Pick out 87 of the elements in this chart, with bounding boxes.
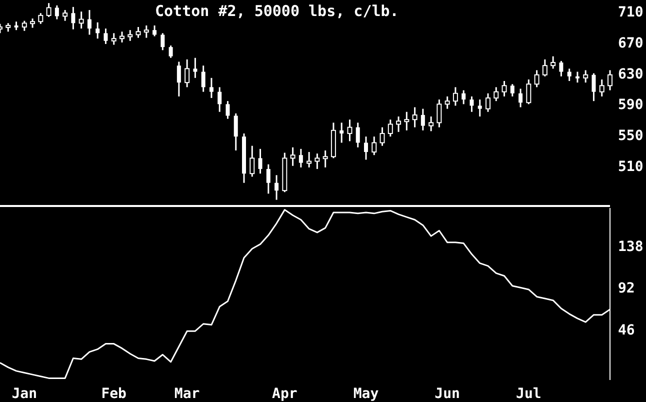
candlestick (30, 18, 36, 29)
x-tick-label: Jun (434, 386, 460, 402)
candlestick (62, 9, 68, 22)
x-tick-label: Jul (516, 386, 542, 402)
candlestick (526, 78, 532, 105)
x-tick-label: Feb (101, 386, 127, 402)
candlestick (608, 69, 612, 92)
candlestick (470, 96, 474, 113)
y-tick-label: 630 (618, 66, 644, 82)
candlestick (218, 86, 222, 113)
candlestick (436, 98, 442, 128)
candlestick (364, 136, 368, 160)
candlestick (209, 77, 214, 99)
candlestick (226, 100, 230, 120)
candlestick (583, 69, 588, 84)
candlestick (462, 90, 466, 105)
candlestick (314, 152, 320, 170)
candlestick (567, 68, 572, 82)
candlestick (347, 118, 352, 142)
y-tick-label: 670 (618, 35, 644, 52)
candlestick (396, 116, 402, 133)
candlestick (128, 29, 133, 42)
candlestick (87, 9, 92, 36)
candlestick (201, 64, 206, 93)
candlestick (193, 57, 198, 79)
candlestick (340, 122, 344, 144)
candlestick (444, 96, 450, 110)
x-tick-label: Mar (174, 386, 200, 402)
candlestick (104, 28, 108, 45)
candlestick (136, 26, 141, 39)
candlestick (168, 44, 173, 59)
candlestick (542, 58, 548, 78)
candlestick (412, 106, 418, 128)
y-tick-label: 510 (618, 158, 644, 175)
candlestick (428, 116, 434, 132)
candlestick (380, 126, 385, 147)
candlestick (250, 145, 255, 178)
candlestick (120, 30, 124, 44)
candlestick (22, 20, 27, 32)
candlestick (152, 24, 157, 38)
line-series (0, 209, 611, 379)
candlestick (71, 6, 76, 30)
candlestick (184, 58, 190, 88)
candlestick (502, 80, 507, 98)
candlestick (478, 98, 482, 118)
candlestick (38, 12, 44, 25)
x-tick-label: May (353, 386, 380, 402)
candlestick (111, 32, 116, 46)
y-tick-label: 710 (618, 4, 644, 21)
candlestick (494, 86, 499, 102)
candlestick (372, 136, 377, 156)
candlestick (306, 151, 312, 168)
chart-title: Cotton #2, 50000 lbs, c/lb. (155, 2, 399, 20)
candlestick (575, 71, 580, 84)
y-tick-label: 46 (618, 322, 635, 338)
candlestick (404, 111, 410, 132)
candlestick (486, 92, 490, 113)
y-tick-label: 92 (618, 280, 635, 297)
x-tick-label: Apr (272, 386, 298, 402)
candlestick (290, 146, 296, 167)
candlestick (452, 86, 458, 106)
candlestick (54, 4, 59, 20)
candlestick (258, 148, 262, 174)
candlestick (176, 60, 181, 98)
candlestick (420, 108, 425, 132)
candlestick (592, 72, 596, 102)
candlestick (160, 32, 165, 51)
candlestick (518, 88, 523, 108)
candlestick (534, 69, 540, 88)
candlestick (550, 56, 556, 70)
candlestick (266, 164, 270, 194)
candlestick (510, 83, 514, 98)
candlestick (559, 60, 564, 78)
candlestick (298, 148, 303, 168)
candlestick (96, 22, 100, 40)
candlestick (144, 24, 149, 39)
candlestick (274, 174, 279, 201)
y-tick-label: 550 (618, 128, 644, 144)
x-tick-label: Jan (12, 386, 38, 402)
y-tick-label: 590 (618, 97, 644, 114)
candlestick (234, 112, 238, 152)
candlestick (356, 122, 360, 148)
candlestick (388, 118, 393, 138)
y-tick-label: 138 (618, 238, 644, 255)
candlestick (322, 150, 328, 168)
candlestick (78, 10, 84, 30)
candlestick (599, 78, 604, 98)
